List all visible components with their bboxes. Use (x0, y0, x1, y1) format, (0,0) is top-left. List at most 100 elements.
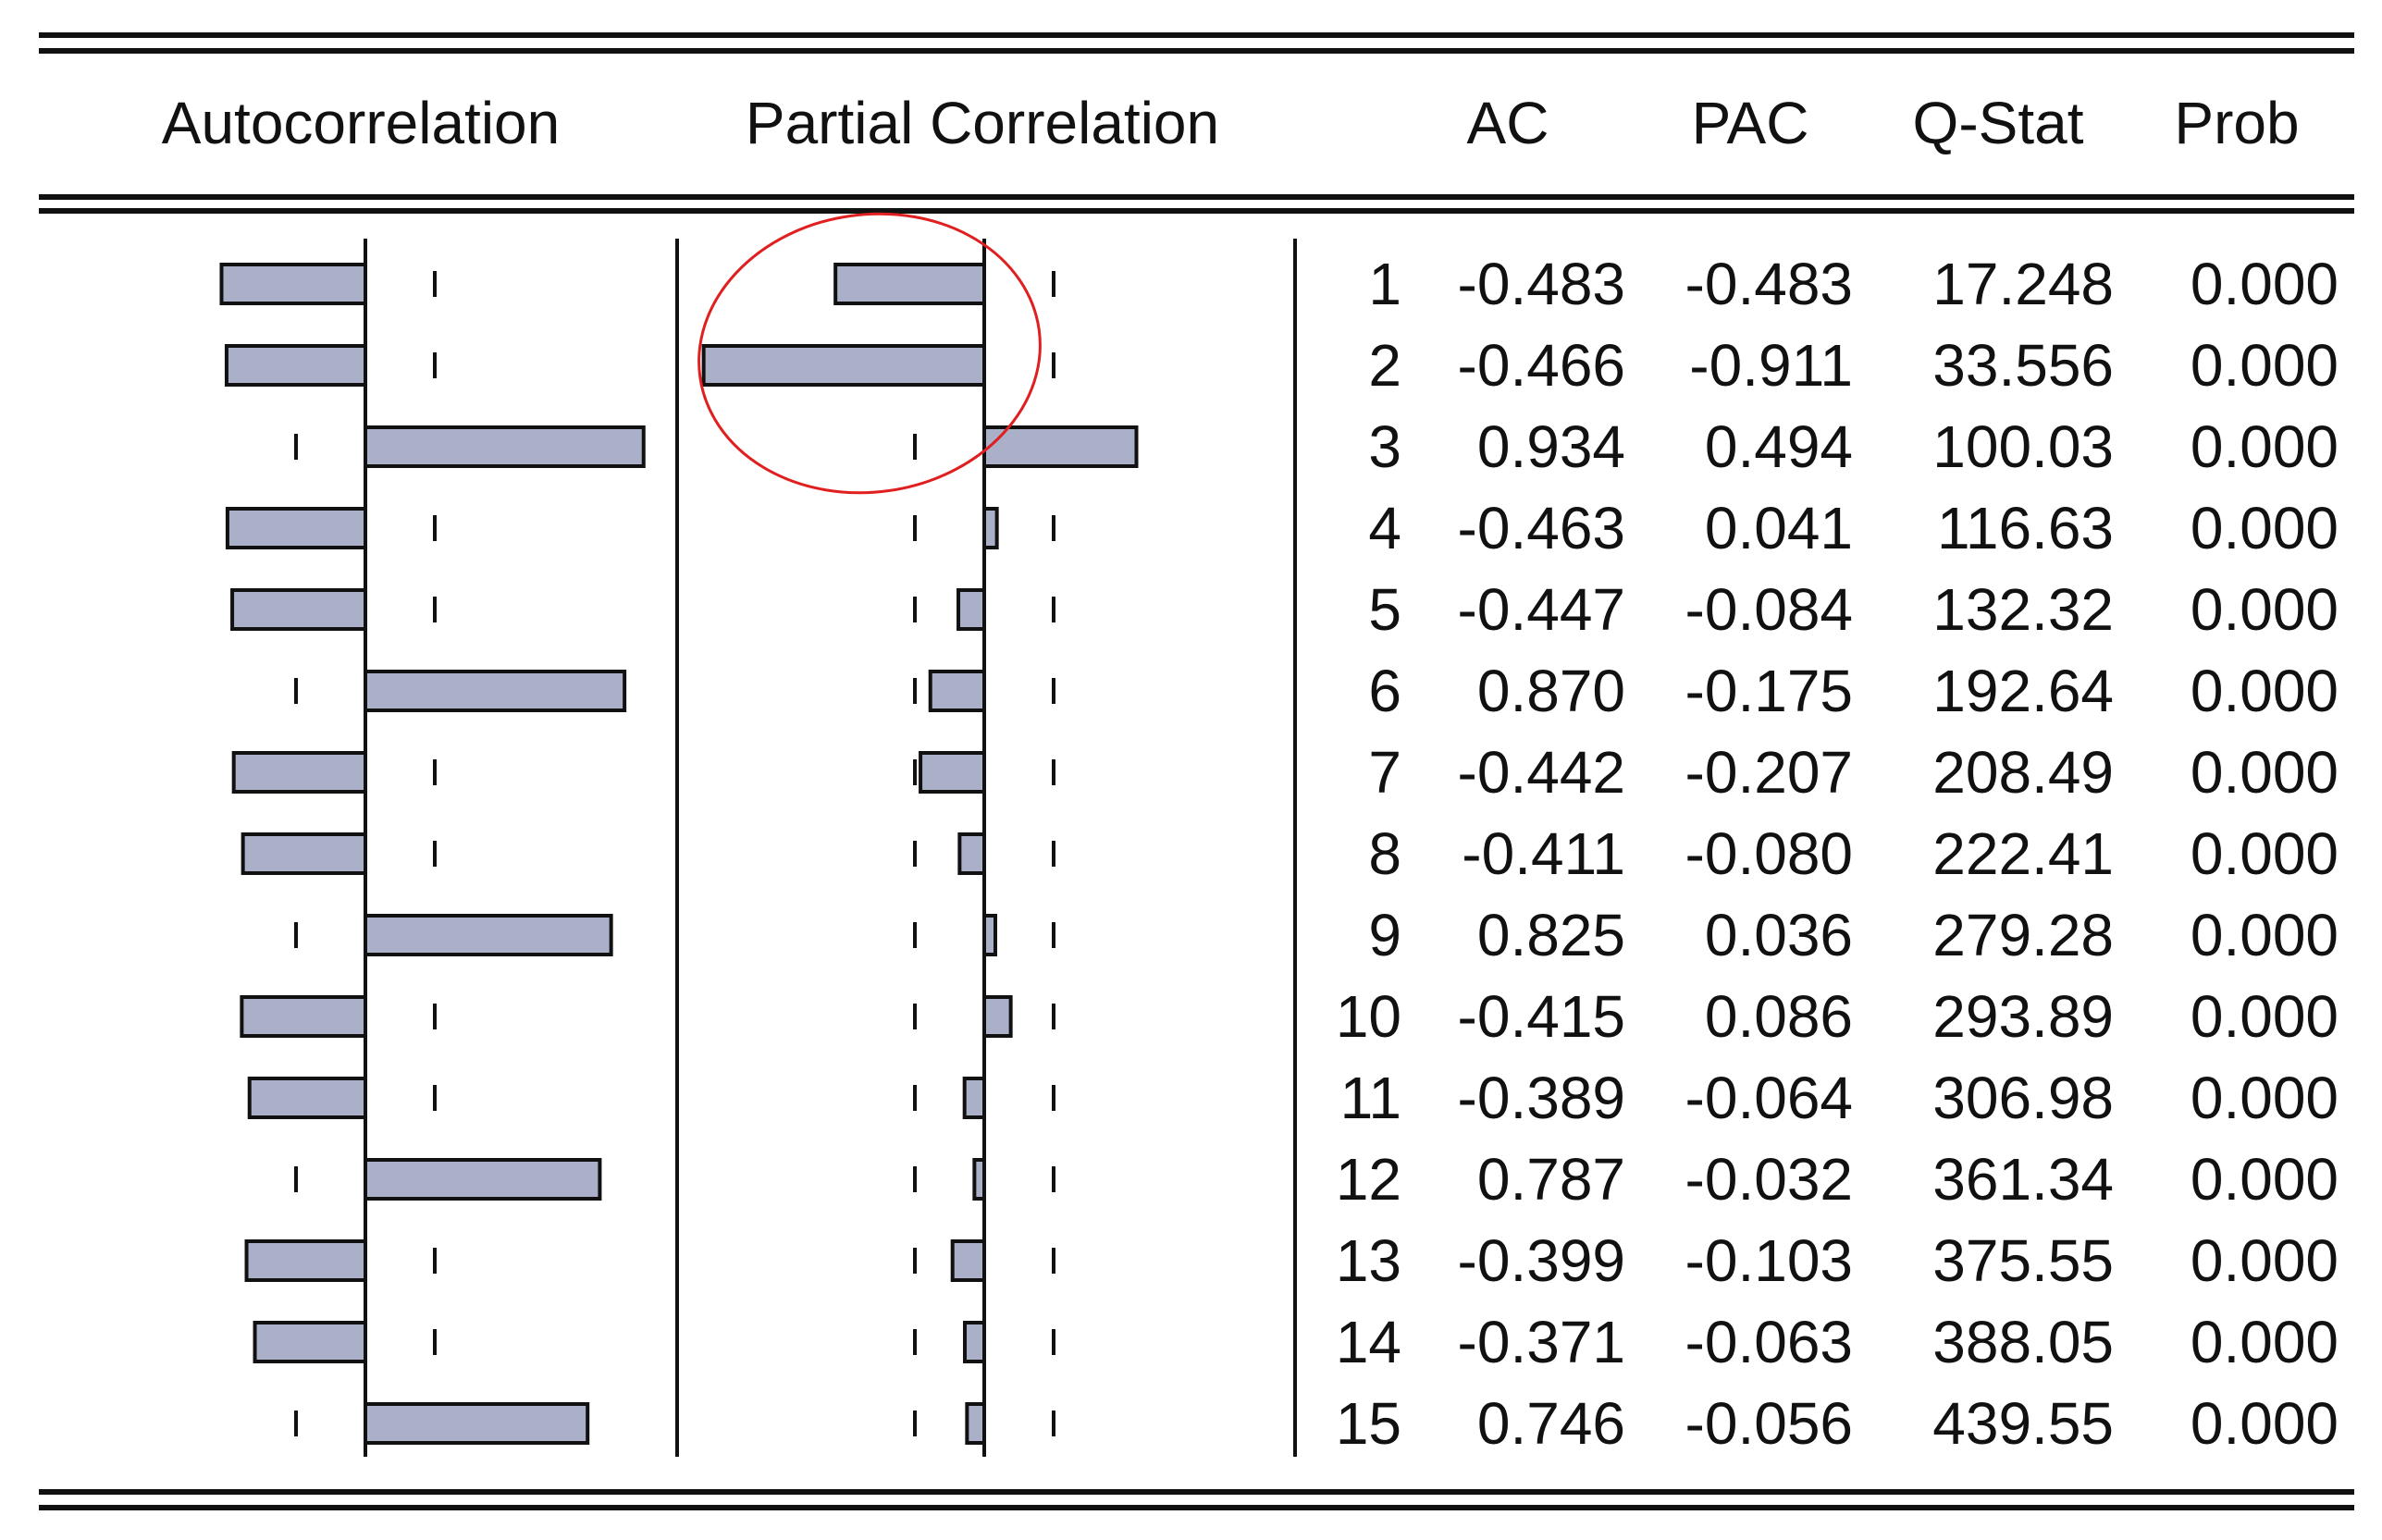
pac-bar (982, 425, 1139, 468)
pac-value: -0.207 (1685, 739, 1853, 806)
prob-value: 0.000 (2191, 1390, 2339, 1457)
lag-value: 6 (1368, 658, 1401, 724)
ac-value: -0.399 (1458, 1227, 1625, 1294)
pac-value: -0.483 (1685, 251, 1853, 317)
prob-value: 0.000 (2191, 576, 2339, 643)
pac-value: 0.036 (1705, 902, 1853, 968)
ac-bar (253, 1321, 367, 1363)
pac-bar (950, 1239, 987, 1282)
q-stat-value: 279.28 (1932, 902, 2114, 968)
prob-value: 0.000 (2191, 413, 2339, 480)
lag-value: 14 (1336, 1309, 1401, 1375)
ac-value: 0.787 (1477, 1146, 1625, 1213)
pac-bar (957, 832, 986, 875)
ac-bar (230, 588, 367, 631)
q-stat-value: 208.49 (1932, 739, 2114, 806)
pac-bar (982, 995, 1013, 1038)
q-stat-value: 388.05 (1932, 1309, 2114, 1375)
pac-bar (833, 263, 987, 305)
ac-bar (364, 914, 613, 956)
ac-bar (364, 670, 627, 712)
prob-value: 0.000 (2191, 983, 2339, 1050)
header-pac: PAC (1692, 90, 1809, 156)
lag-value: 7 (1368, 739, 1401, 806)
pac-value: -0.032 (1685, 1146, 1853, 1213)
pac-bar (919, 751, 986, 794)
q-stat-value: 361.34 (1932, 1146, 2114, 1213)
q-stat-value: 439.55 (1932, 1390, 2114, 1457)
pac-value: -0.084 (1685, 576, 1853, 643)
ac-bar (244, 1239, 367, 1282)
pac-bar (965, 1402, 987, 1445)
prob-value: 0.000 (2191, 332, 2339, 399)
q-stat-value: 306.98 (1932, 1065, 2114, 1131)
pac-bar (701, 344, 987, 387)
pac-bars (701, 263, 1139, 1445)
lag-value: 11 (1340, 1065, 1401, 1131)
pac-value: 0.041 (1705, 495, 1853, 561)
ac-value: 0.825 (1477, 902, 1625, 968)
q-stat-value: 116.63 (1937, 495, 2114, 561)
prob-value: 0.000 (2191, 1146, 2339, 1213)
pac-confidence-bands (913, 271, 1055, 1436)
prob-value: 0.000 (2191, 1065, 2339, 1131)
ac-value: -0.463 (1458, 495, 1625, 561)
pac-value: 0.494 (1705, 413, 1853, 480)
ac-bar (225, 507, 367, 549)
header-prob: Prob (2174, 90, 2299, 156)
lag-value: 4 (1368, 495, 1401, 561)
pac-bar (957, 588, 986, 631)
lag-value: 2 (1368, 332, 1401, 399)
ac-value: -0.371 (1458, 1309, 1625, 1375)
ac-bar (247, 1077, 368, 1119)
header-q-stat: Q-Stat (1913, 90, 2084, 156)
q-stat-value: 222.41 (1932, 820, 2114, 887)
ac-value: -0.447 (1458, 576, 1625, 643)
ac-bar (364, 1402, 590, 1445)
pac-value: -0.103 (1685, 1227, 1853, 1294)
q-stat-value: 132.32 (1932, 576, 2114, 643)
ac-value: 0.870 (1477, 658, 1625, 724)
pac-value: -0.080 (1685, 820, 1853, 887)
header-partial-correlation: Partial Correlation (746, 90, 1219, 156)
ac-bar (224, 344, 367, 387)
q-stat-value: 375.55 (1932, 1227, 2114, 1294)
pac-value: -0.175 (1685, 658, 1853, 724)
lag-value: 12 (1336, 1146, 1401, 1213)
q-stat-value: 293.89 (1932, 983, 2114, 1050)
prob-value: 0.000 (2191, 902, 2339, 968)
pac-bar (928, 670, 986, 712)
ac-value: -0.466 (1458, 332, 1625, 399)
prob-value: 0.000 (2191, 495, 2339, 561)
ac-value: -0.483 (1458, 251, 1625, 317)
pac-value: -0.911 (1689, 332, 1853, 399)
q-stat-value: 100.03 (1932, 413, 2114, 480)
ac-bar (219, 263, 367, 305)
ac-value: -0.411 (1462, 820, 1625, 887)
prob-value: 0.000 (2191, 739, 2339, 806)
pac-value: -0.056 (1685, 1390, 1853, 1457)
ac-bar (364, 1158, 602, 1201)
ac-value: 0.746 (1477, 1390, 1625, 1457)
q-stat-value: 17.248 (1932, 251, 2114, 317)
prob-value: 0.000 (2191, 820, 2339, 887)
pac-bar (982, 507, 999, 549)
ac-confidence-bands (294, 271, 437, 1436)
header-ac: AC (1467, 90, 1549, 156)
ac-bar (364, 425, 646, 468)
lag-value: 1 (1368, 251, 1401, 317)
pac-value: 0.086 (1705, 983, 1853, 1050)
pac-value: -0.064 (1685, 1065, 1853, 1131)
ac-bar (231, 751, 367, 794)
lag-value: 8 (1368, 820, 1401, 887)
prob-value: 0.000 (2191, 1227, 2339, 1294)
q-stat-value: 33.556 (1932, 332, 2114, 399)
prob-value: 0.000 (2191, 251, 2339, 317)
pac-bar (963, 1321, 986, 1363)
lag-value: 9 (1368, 902, 1401, 968)
ac-value: -0.389 (1458, 1065, 1625, 1131)
pac-value: -0.063 (1685, 1309, 1853, 1375)
prob-value: 0.000 (2191, 1309, 2339, 1375)
ac-value: -0.415 (1458, 983, 1625, 1050)
